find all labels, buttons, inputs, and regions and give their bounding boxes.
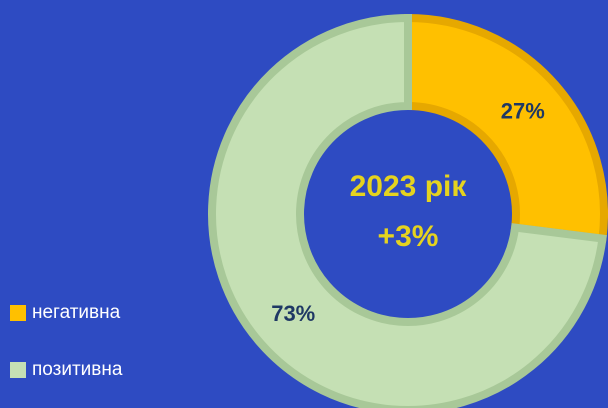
legend-label: негативна [32, 302, 121, 323]
slice [404, 13, 608, 244]
legend-swatch [10, 305, 26, 321]
legend-swatch [10, 362, 26, 378]
slice [208, 13, 607, 408]
center-subtitle: +3% [378, 220, 439, 253]
value-label: 73% [271, 301, 315, 326]
legend-label: позитивна [32, 359, 123, 380]
value-label: 27% [501, 99, 545, 124]
center-title: 2023 рік [350, 170, 468, 203]
